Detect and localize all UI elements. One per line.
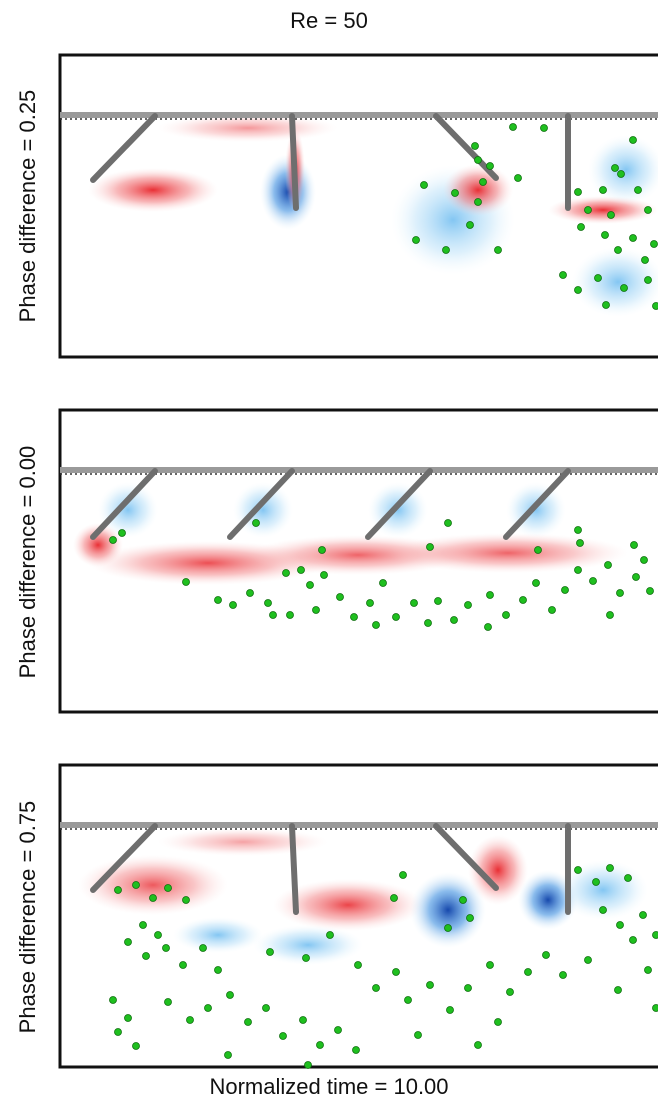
- panel-1-label: Phase difference = 0.25: [15, 89, 40, 323]
- cilia: [90, 113, 571, 211]
- wall: [60, 112, 658, 120]
- vorticity-field: [78, 828, 648, 965]
- vorticity-field: [88, 114, 658, 317]
- panel-2-plot: [58, 408, 658, 714]
- time-label: Normalized time = 10.00: [209, 1074, 449, 1099]
- cilia: [90, 823, 571, 915]
- panel-1-plot: [58, 53, 658, 359]
- particles: [109, 864, 658, 1069]
- panel-2-label: Phase difference = 0.00: [15, 445, 40, 679]
- figure-title: Re = 50: [290, 8, 368, 33]
- particles: [109, 519, 654, 631]
- wall: [60, 467, 658, 475]
- wall: [60, 822, 658, 830]
- cilia: [90, 468, 571, 540]
- panel-3-label: Phase difference = 0.75: [15, 800, 40, 1034]
- particles: [412, 123, 658, 310]
- panel-3-plot: [58, 763, 658, 1069]
- vorticity-field: [73, 482, 628, 585]
